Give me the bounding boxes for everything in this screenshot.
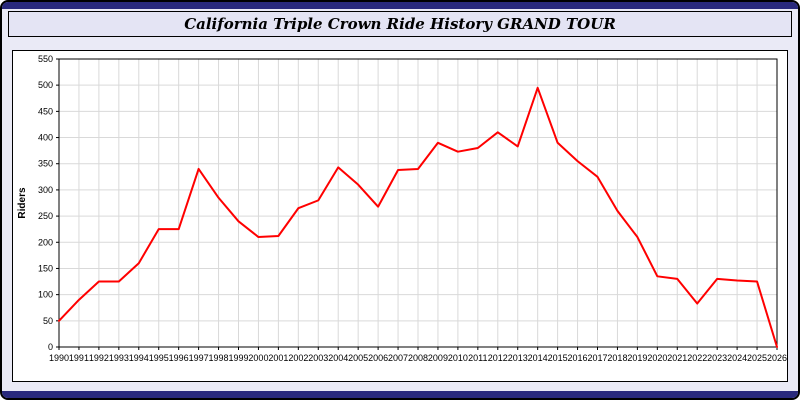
svg-text:2011: 2011 <box>468 353 487 363</box>
svg-text:2014: 2014 <box>528 353 548 363</box>
svg-text:1997: 1997 <box>189 353 209 363</box>
svg-text:2006: 2006 <box>368 353 388 363</box>
svg-text:400: 400 <box>38 133 53 143</box>
svg-text:2019: 2019 <box>627 353 647 363</box>
svg-text:550: 550 <box>38 54 53 64</box>
svg-text:2018: 2018 <box>607 353 627 363</box>
top-navy-bar <box>2 2 798 9</box>
svg-text:2003: 2003 <box>308 353 328 363</box>
svg-text:2017: 2017 <box>587 353 607 363</box>
chart-svg: 1990 1991 1992 1993 1994 1995 1996 1997 1998 1999… <box>17 54 787 363</box>
svg-text:2026: 2026 <box>767 353 787 363</box>
svg-text:1992: 1992 <box>89 353 109 363</box>
svg-text:2015: 2015 <box>548 353 568 363</box>
svg-text:2013: 2013 <box>508 353 528 363</box>
svg-text:2002: 2002 <box>288 353 308 363</box>
svg-text:2012: 2012 <box>488 353 508 363</box>
svg-text:1995: 1995 <box>149 353 169 363</box>
svg-text:2010: 2010 <box>448 353 468 363</box>
svg-text:1999: 1999 <box>228 353 248 363</box>
svg-text:2007: 2007 <box>388 353 408 363</box>
svg-text:2025: 2025 <box>747 353 767 363</box>
chart-title-box: California Triple Crown Ride History GRA… <box>8 11 792 37</box>
svg-text:300: 300 <box>38 185 53 195</box>
svg-text:50: 50 <box>43 316 53 326</box>
svg-text:0: 0 <box>48 342 53 352</box>
svg-text:2016: 2016 <box>568 353 588 363</box>
svg-text:200: 200 <box>38 237 53 247</box>
svg-text:2024: 2024 <box>727 353 747 363</box>
svg-text:2008: 2008 <box>408 353 428 363</box>
page-title: California Triple Crown Ride History GRA… <box>184 15 616 33</box>
svg-text:250: 250 <box>38 211 53 221</box>
svg-text:100: 100 <box>38 290 53 300</box>
svg-text:2023: 2023 <box>707 353 727 363</box>
svg-text:1993: 1993 <box>109 353 129 363</box>
svg-text:1998: 1998 <box>209 353 229 363</box>
svg-text:2009: 2009 <box>428 353 448 363</box>
svg-text:Riders: Riders <box>17 187 28 219</box>
svg-text:1996: 1996 <box>169 353 189 363</box>
svg-text:450: 450 <box>38 106 53 116</box>
svg-text:2022: 2022 <box>687 353 707 363</box>
bottom-navy-bar <box>2 391 798 398</box>
svg-text:2004: 2004 <box>328 353 348 363</box>
svg-text:150: 150 <box>38 263 53 273</box>
svg-text:1991: 1991 <box>69 353 89 363</box>
svg-text:2005: 2005 <box>348 353 368 363</box>
svg-text:350: 350 <box>38 159 53 169</box>
svg-text:2020: 2020 <box>647 353 667 363</box>
svg-text:2001: 2001 <box>268 353 288 363</box>
svg-text:500: 500 <box>38 80 53 90</box>
svg-text:1990: 1990 <box>49 353 69 363</box>
svg-text:1994: 1994 <box>129 353 149 363</box>
chart-container: 1990 1991 1992 1993 1994 1995 1996 1997 1998 1999… <box>12 50 788 382</box>
svg-text:2000: 2000 <box>248 353 268 363</box>
svg-text:2021: 2021 <box>667 353 687 363</box>
